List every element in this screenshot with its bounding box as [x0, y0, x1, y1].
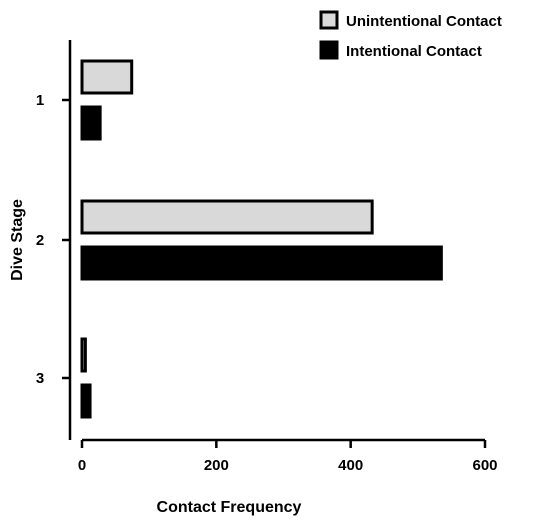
- legend-swatch-intentional: [319, 40, 339, 60]
- y-axis-title: Dive Stage: [9, 199, 26, 281]
- x-tick-label: 0: [78, 457, 86, 474]
- y-tick-label: 1: [36, 92, 44, 109]
- bars-group: [80, 59, 443, 419]
- x-tick-label: 200: [204, 457, 229, 474]
- x-tick-label: 600: [472, 457, 497, 474]
- y-tick-label: 3: [36, 370, 44, 387]
- legend-label-unintentional: Unintentional Contact: [346, 13, 502, 30]
- legend-label-intentional: Intentional Contact: [346, 43, 482, 60]
- bar-intentional-stage-1: [80, 105, 102, 141]
- legend: Unintentional Contact Intentional Contac…: [319, 10, 502, 60]
- x-axis-title: Contact Frequency: [157, 499, 302, 516]
- bar-unintentional-stage-1: [80, 59, 134, 95]
- bar-unintentional-stage-3: [80, 337, 87, 373]
- x-axis: 0 200 400 600: [78, 438, 498, 474]
- legend-swatch-unintentional: [319, 10, 339, 30]
- bar-unintentional-stage-2: [80, 199, 374, 235]
- bar-intentional-stage-3: [80, 383, 92, 419]
- x-tick-label: 400: [338, 457, 363, 474]
- y-tick-label: 2: [36, 232, 44, 249]
- bar-intentional-stage-2: [80, 245, 443, 281]
- y-axis: 1 2 3: [36, 40, 72, 440]
